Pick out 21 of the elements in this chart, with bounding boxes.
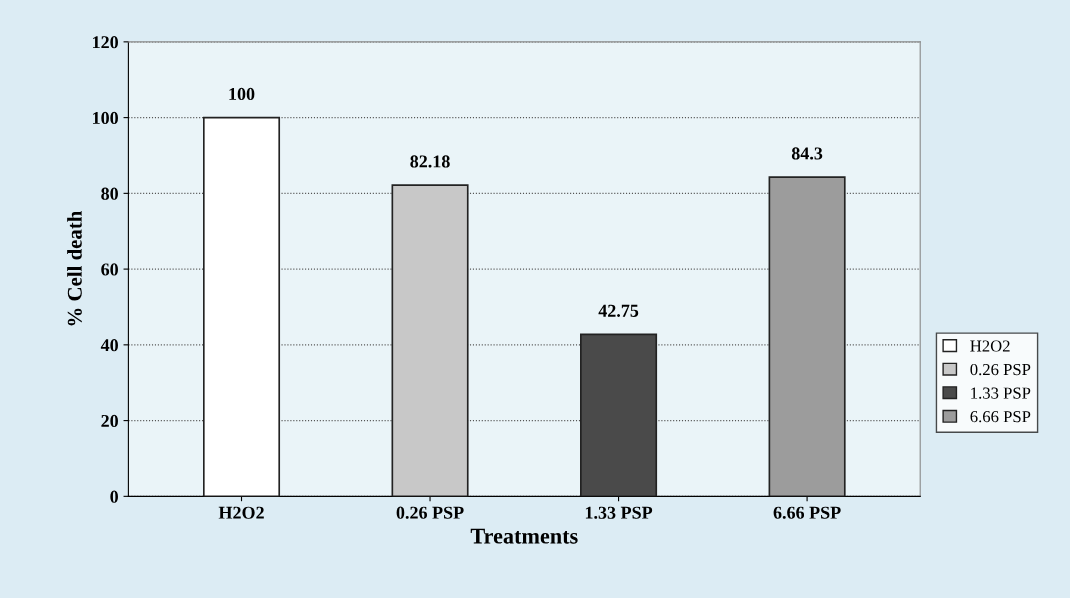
legend-label: 6.66 PSP bbox=[970, 411, 1031, 423]
y-tick-label: 80 bbox=[101, 187, 118, 200]
data-label: 82.18 bbox=[410, 155, 450, 168]
y-tick-label: 40 bbox=[100, 339, 118, 352]
x-tick-label: 0.26 PSP bbox=[396, 506, 464, 519]
x-tick-label: H2O2 bbox=[218, 506, 264, 519]
legend-label: 0.26 PSP bbox=[970, 363, 1031, 376]
y-axis-title: % Cell death bbox=[67, 210, 82, 326]
x-tick-label: 6.66 PSP bbox=[773, 506, 841, 519]
y-tick-label: 60 bbox=[101, 263, 118, 276]
y-tick-label: 120 bbox=[93, 36, 118, 49]
data-label: 100 bbox=[229, 87, 255, 101]
legend-label: H2O2 bbox=[970, 340, 1010, 352]
data-label: 42.75 bbox=[598, 304, 639, 317]
legend-label: 1.33 PSP bbox=[971, 387, 1031, 399]
y-tick-label: 100 bbox=[93, 111, 118, 125]
y-tick-label: 0 bbox=[110, 490, 118, 503]
data-label: 84.3 bbox=[791, 147, 823, 160]
x-tick-label: 1.33 PSP bbox=[585, 506, 653, 519]
x-axis-title: Treatments bbox=[470, 528, 578, 544]
y-tick-label: 20 bbox=[101, 414, 118, 428]
